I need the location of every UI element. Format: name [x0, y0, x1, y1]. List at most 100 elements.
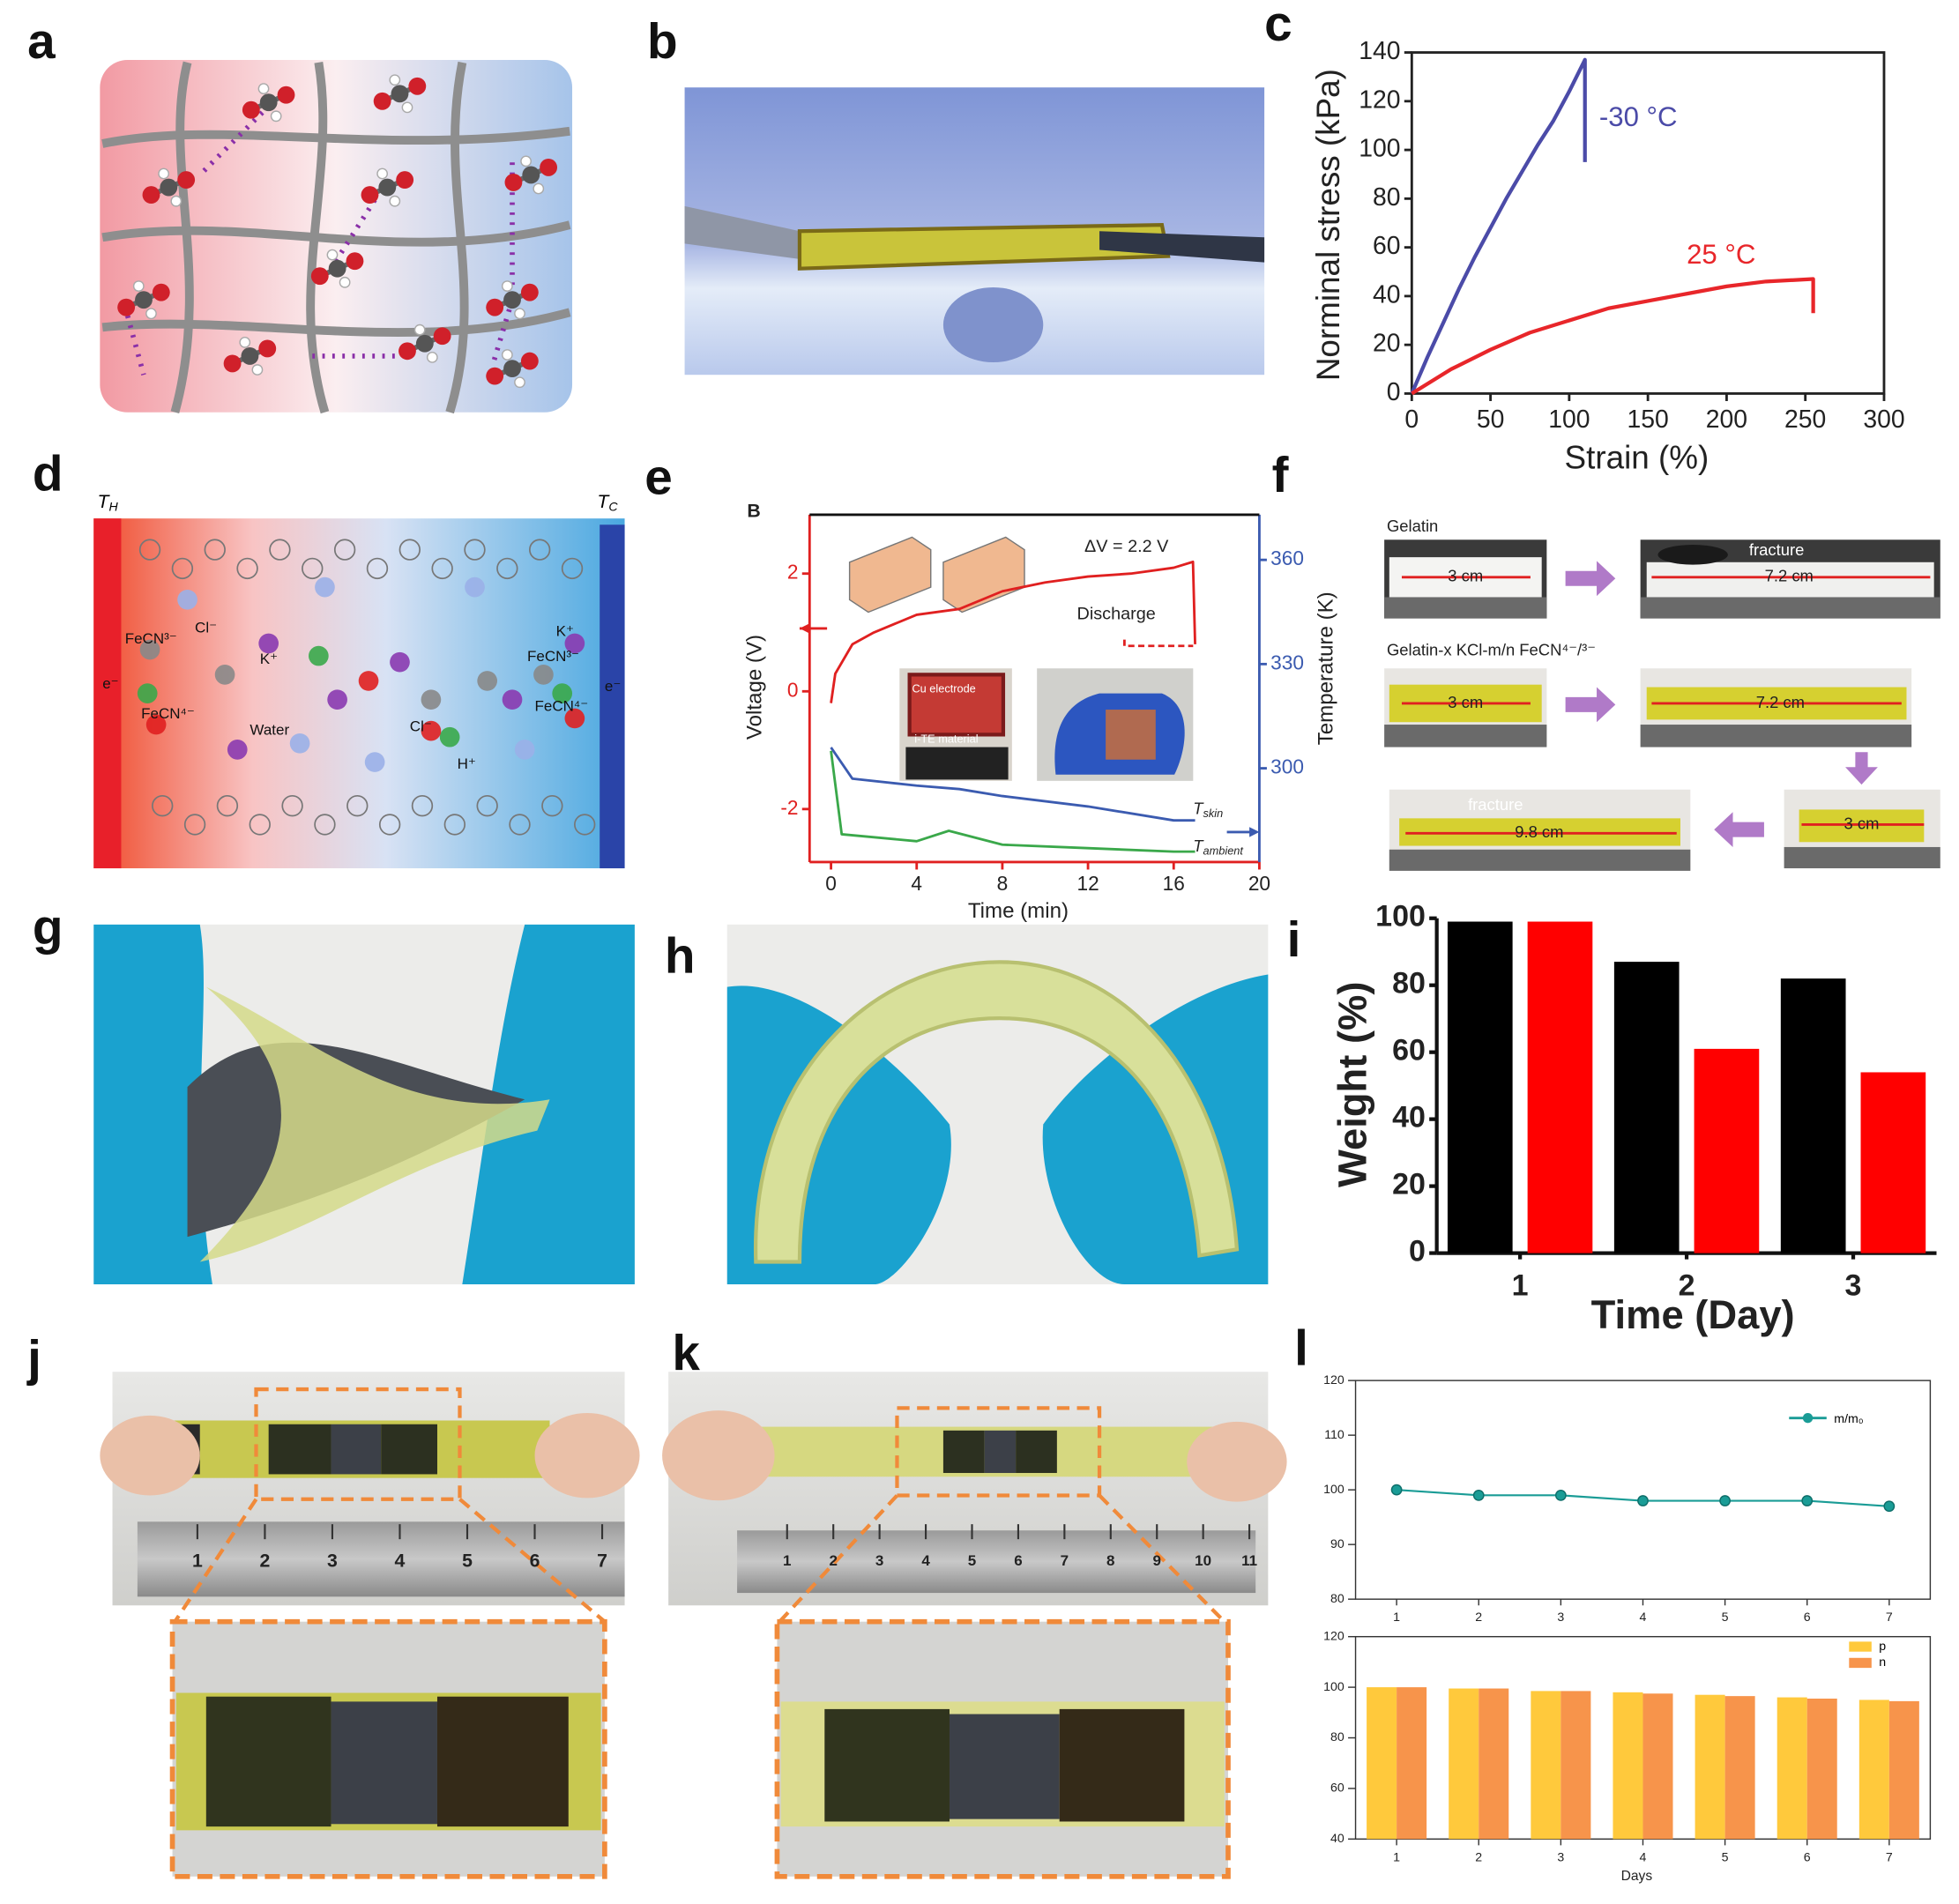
series-label: Tskin [1193, 799, 1223, 820]
oxygen [520, 283, 539, 301]
hydrogen [145, 308, 157, 320]
marker [1801, 1495, 1814, 1506]
length-label: 3 cm [1448, 567, 1483, 585]
bar [1531, 1691, 1561, 1840]
hydrogen [426, 351, 438, 363]
ruler-number: 8 [1106, 1552, 1114, 1569]
length-label: 3 cm [1844, 814, 1880, 832]
te-leg [942, 1430, 985, 1474]
hot-label: TH [98, 490, 119, 514]
length-label: 7.2 cm [1765, 567, 1814, 585]
hydrogen [132, 280, 145, 292]
x-tick-label: 4 [1640, 1610, 1647, 1625]
bar [1806, 1699, 1837, 1840]
bar [1695, 1694, 1725, 1840]
panel-label: l [1294, 1321, 1308, 1377]
y-tick-label: 40 [1330, 1832, 1344, 1846]
annotation: i-TE material [914, 732, 978, 745]
ion [533, 665, 554, 685]
molecule [242, 83, 295, 123]
annotation: Discharge [1077, 605, 1156, 624]
chart: 0 20 40 60 80 100 120 140 0 50 100 150 200 250 300 Stra… [1310, 37, 1905, 475]
legend-swatch [1849, 1657, 1872, 1669]
x-tick-label: 4 [1640, 1850, 1647, 1864]
hydrogen-bond [122, 305, 146, 376]
peptide-ring [183, 814, 206, 836]
oxygen [242, 100, 260, 119]
ruler-number: 3 [875, 1552, 883, 1569]
panel-label: k [672, 1326, 700, 1381]
y-tick-label: 110 [1324, 1428, 1344, 1442]
x-tick-label: 7 [1886, 1850, 1893, 1864]
marker [1390, 1484, 1403, 1496]
chart: 80 90 100 110 120 1 2 3 4 5 6 7 [1323, 1373, 1932, 1625]
glove [462, 924, 635, 1285]
ion-label: FeCN³⁻ [125, 630, 177, 647]
x-tick-label: 6 [1804, 1850, 1811, 1864]
peptide-ring [476, 794, 498, 817]
ruler-number: 7 [1061, 1552, 1069, 1569]
finger [1187, 1421, 1287, 1502]
hydrogen [501, 349, 513, 361]
ruler-number: 11 [1241, 1552, 1257, 1569]
bar [1777, 1697, 1807, 1840]
x-tick-label: 50 [1477, 405, 1505, 434]
ion [364, 752, 385, 772]
ion [177, 589, 197, 610]
peptide-ring [561, 557, 584, 580]
length-label: 9.8 cm [1515, 822, 1563, 841]
series-label: -30 °C [1599, 101, 1678, 132]
ion-label: Cl⁻ [410, 718, 432, 734]
bar [1613, 1692, 1643, 1840]
y-tick-label: 40 [1392, 1101, 1426, 1134]
y-axis-label: Weight (%) [1330, 982, 1375, 1187]
molecule [486, 280, 539, 320]
y-tick-label: 60 [1392, 1034, 1426, 1067]
hydrogen [376, 167, 389, 180]
x-axis-label: Days [1621, 1869, 1653, 1884]
ruler-number: 5 [462, 1550, 473, 1571]
ruler [737, 1530, 1256, 1594]
y-tick-label: 80 [1392, 967, 1426, 1000]
ion [258, 633, 279, 654]
x-axis-label: Time (min) [968, 899, 1069, 923]
gelatin-strip [1646, 562, 1934, 598]
ruler [1384, 725, 1547, 747]
carbon [503, 291, 521, 309]
ion-label: FeCN³⁻ [527, 648, 579, 665]
oxygen [486, 367, 504, 385]
peptide-ring [431, 557, 453, 580]
x-tick-label: 1 [1393, 1850, 1400, 1864]
y-tick-label: -2 [780, 796, 798, 819]
series-label-main: T [1193, 837, 1204, 855]
ion [552, 683, 573, 703]
carbon [415, 334, 434, 353]
annotation: Cu electrode [912, 682, 975, 695]
oxygen [361, 186, 379, 205]
fracture [1657, 544, 1728, 565]
peptide-ring [314, 814, 336, 836]
ion [327, 689, 347, 710]
chart: 0 20 40 60 80 100 1 2 3 Time (Day) Weight (%) [1330, 900, 1937, 1337]
marker [1637, 1495, 1649, 1506]
oxygen [142, 186, 160, 205]
molecule [399, 324, 451, 363]
ion [358, 671, 379, 691]
polymer-chain [101, 126, 570, 148]
ruler-number: 9 [1152, 1552, 1160, 1569]
molecule [310, 249, 364, 288]
arrow [1845, 752, 1878, 785]
polymer-network [101, 61, 571, 414]
ion [309, 645, 329, 666]
panel-label: b [647, 14, 678, 70]
oxygen [486, 298, 504, 316]
legend-marker [1802, 1412, 1814, 1424]
peptide-ring [138, 539, 161, 561]
ion-layer [137, 539, 596, 836]
peptide-ring [204, 539, 226, 561]
ruler-number: 7 [597, 1550, 607, 1571]
hydrogen [514, 376, 525, 389]
polymer-chain [170, 61, 194, 414]
